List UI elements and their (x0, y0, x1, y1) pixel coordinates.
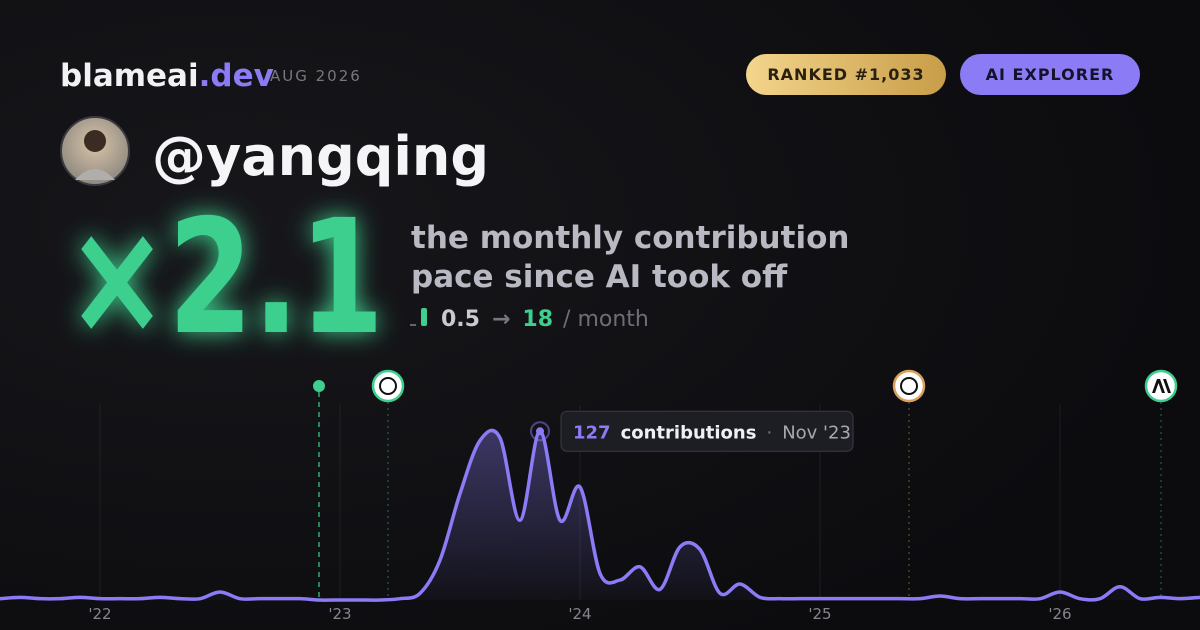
headline-line1: the monthly contribution (411, 220, 849, 256)
tooltip-date: Nov '23 (782, 422, 851, 443)
pace-unit: / month (563, 307, 649, 332)
headline-line2: pace since AI took off (411, 259, 788, 295)
tooltip-label: contributions (621, 422, 757, 443)
event-markers (313, 369, 1178, 600)
tooltip-sep: · (766, 422, 772, 443)
brand-name: blameai (60, 58, 199, 94)
x-tick-label: '26 (1048, 605, 1071, 623)
x-tick-label: '22 (88, 605, 111, 623)
tooltip (560, 410, 854, 452)
plot: '22 '23 '24 '25 '26 127 contributions · Nov '23 (0, 405, 1200, 623)
pace: 0.5 → 18 / month (441, 307, 649, 332)
mini-bar (421, 308, 427, 326)
x-tick-label: '23 (328, 605, 351, 623)
date: AUG 2026 (270, 67, 362, 85)
rank-text: RANKED #1,033 (767, 65, 924, 84)
brand: blameai.dev (60, 58, 274, 94)
tooltip-text: 127 contributions · Nov '23 (573, 422, 851, 443)
level-text: AI EXPLORER (986, 65, 1115, 84)
highlight-ring (530, 421, 550, 442)
tooltip-value: 127 (573, 422, 611, 443)
level-badge (960, 54, 1140, 95)
pace-arrow: → (492, 307, 510, 332)
avatar (60, 116, 130, 186)
mini-bar (410, 324, 416, 326)
pace-from: 0.5 (441, 307, 480, 332)
x-tick-label: '24 (568, 605, 591, 623)
rank-badge (746, 54, 946, 95)
pace-to: 18 (522, 307, 553, 332)
multiplier: ×2.1 (66, 186, 384, 370)
highlight-point (536, 427, 544, 436)
brand-tld: .dev (199, 58, 274, 94)
x-tick-label: '25 (808, 605, 831, 623)
line (0, 428, 1200, 602)
user-handle: @yangqing (152, 125, 489, 188)
